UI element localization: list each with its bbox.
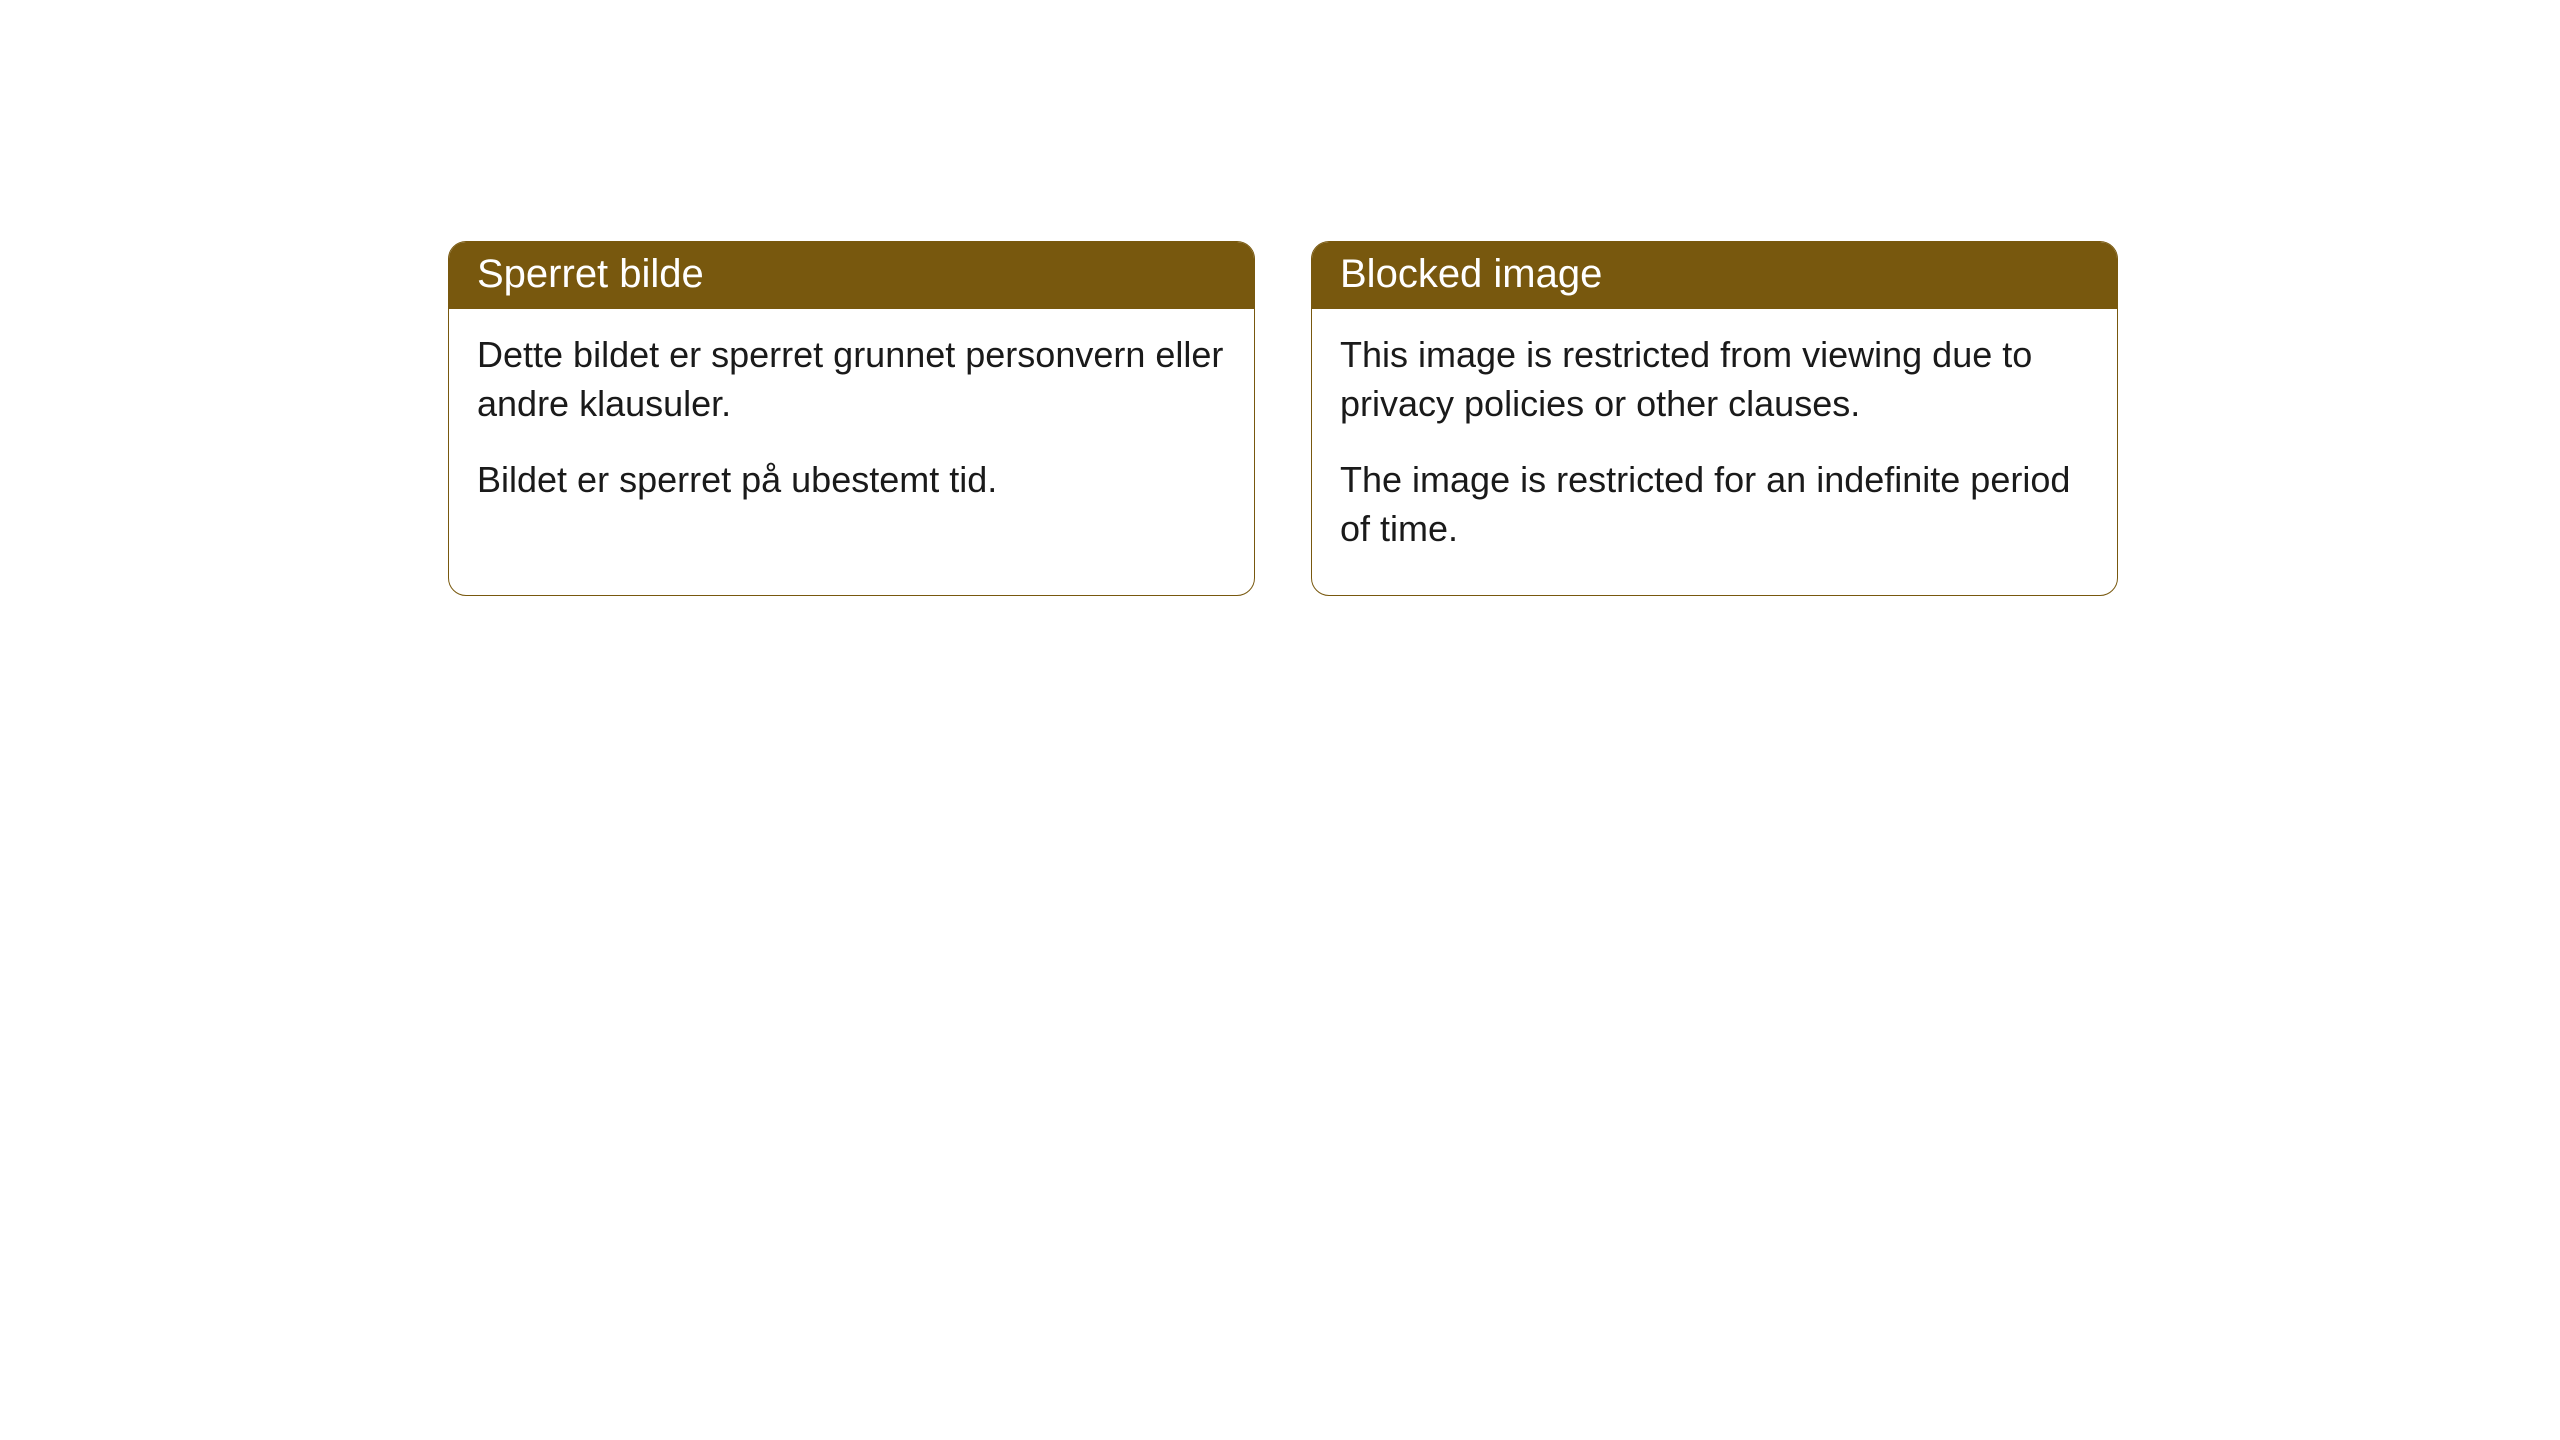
card-title-english: Blocked image [1312,242,2117,309]
card-english: Blocked image This image is restricted f… [1311,241,2118,596]
card-para1-norwegian: Dette bildet er sperret grunnet personve… [477,331,1226,428]
card-para2-norwegian: Bildet er sperret på ubestemt tid. [477,456,1226,505]
card-body-norwegian: Dette bildet er sperret grunnet personve… [449,309,1254,547]
card-title-norwegian: Sperret bilde [449,242,1254,309]
card-para2-english: The image is restricted for an indefinit… [1340,456,2089,553]
card-norwegian: Sperret bilde Dette bildet er sperret gr… [448,241,1255,596]
card-para1-english: This image is restricted from viewing du… [1340,331,2089,428]
message-cards-container: Sperret bilde Dette bildet er sperret gr… [0,0,2560,596]
card-body-english: This image is restricted from viewing du… [1312,309,2117,595]
